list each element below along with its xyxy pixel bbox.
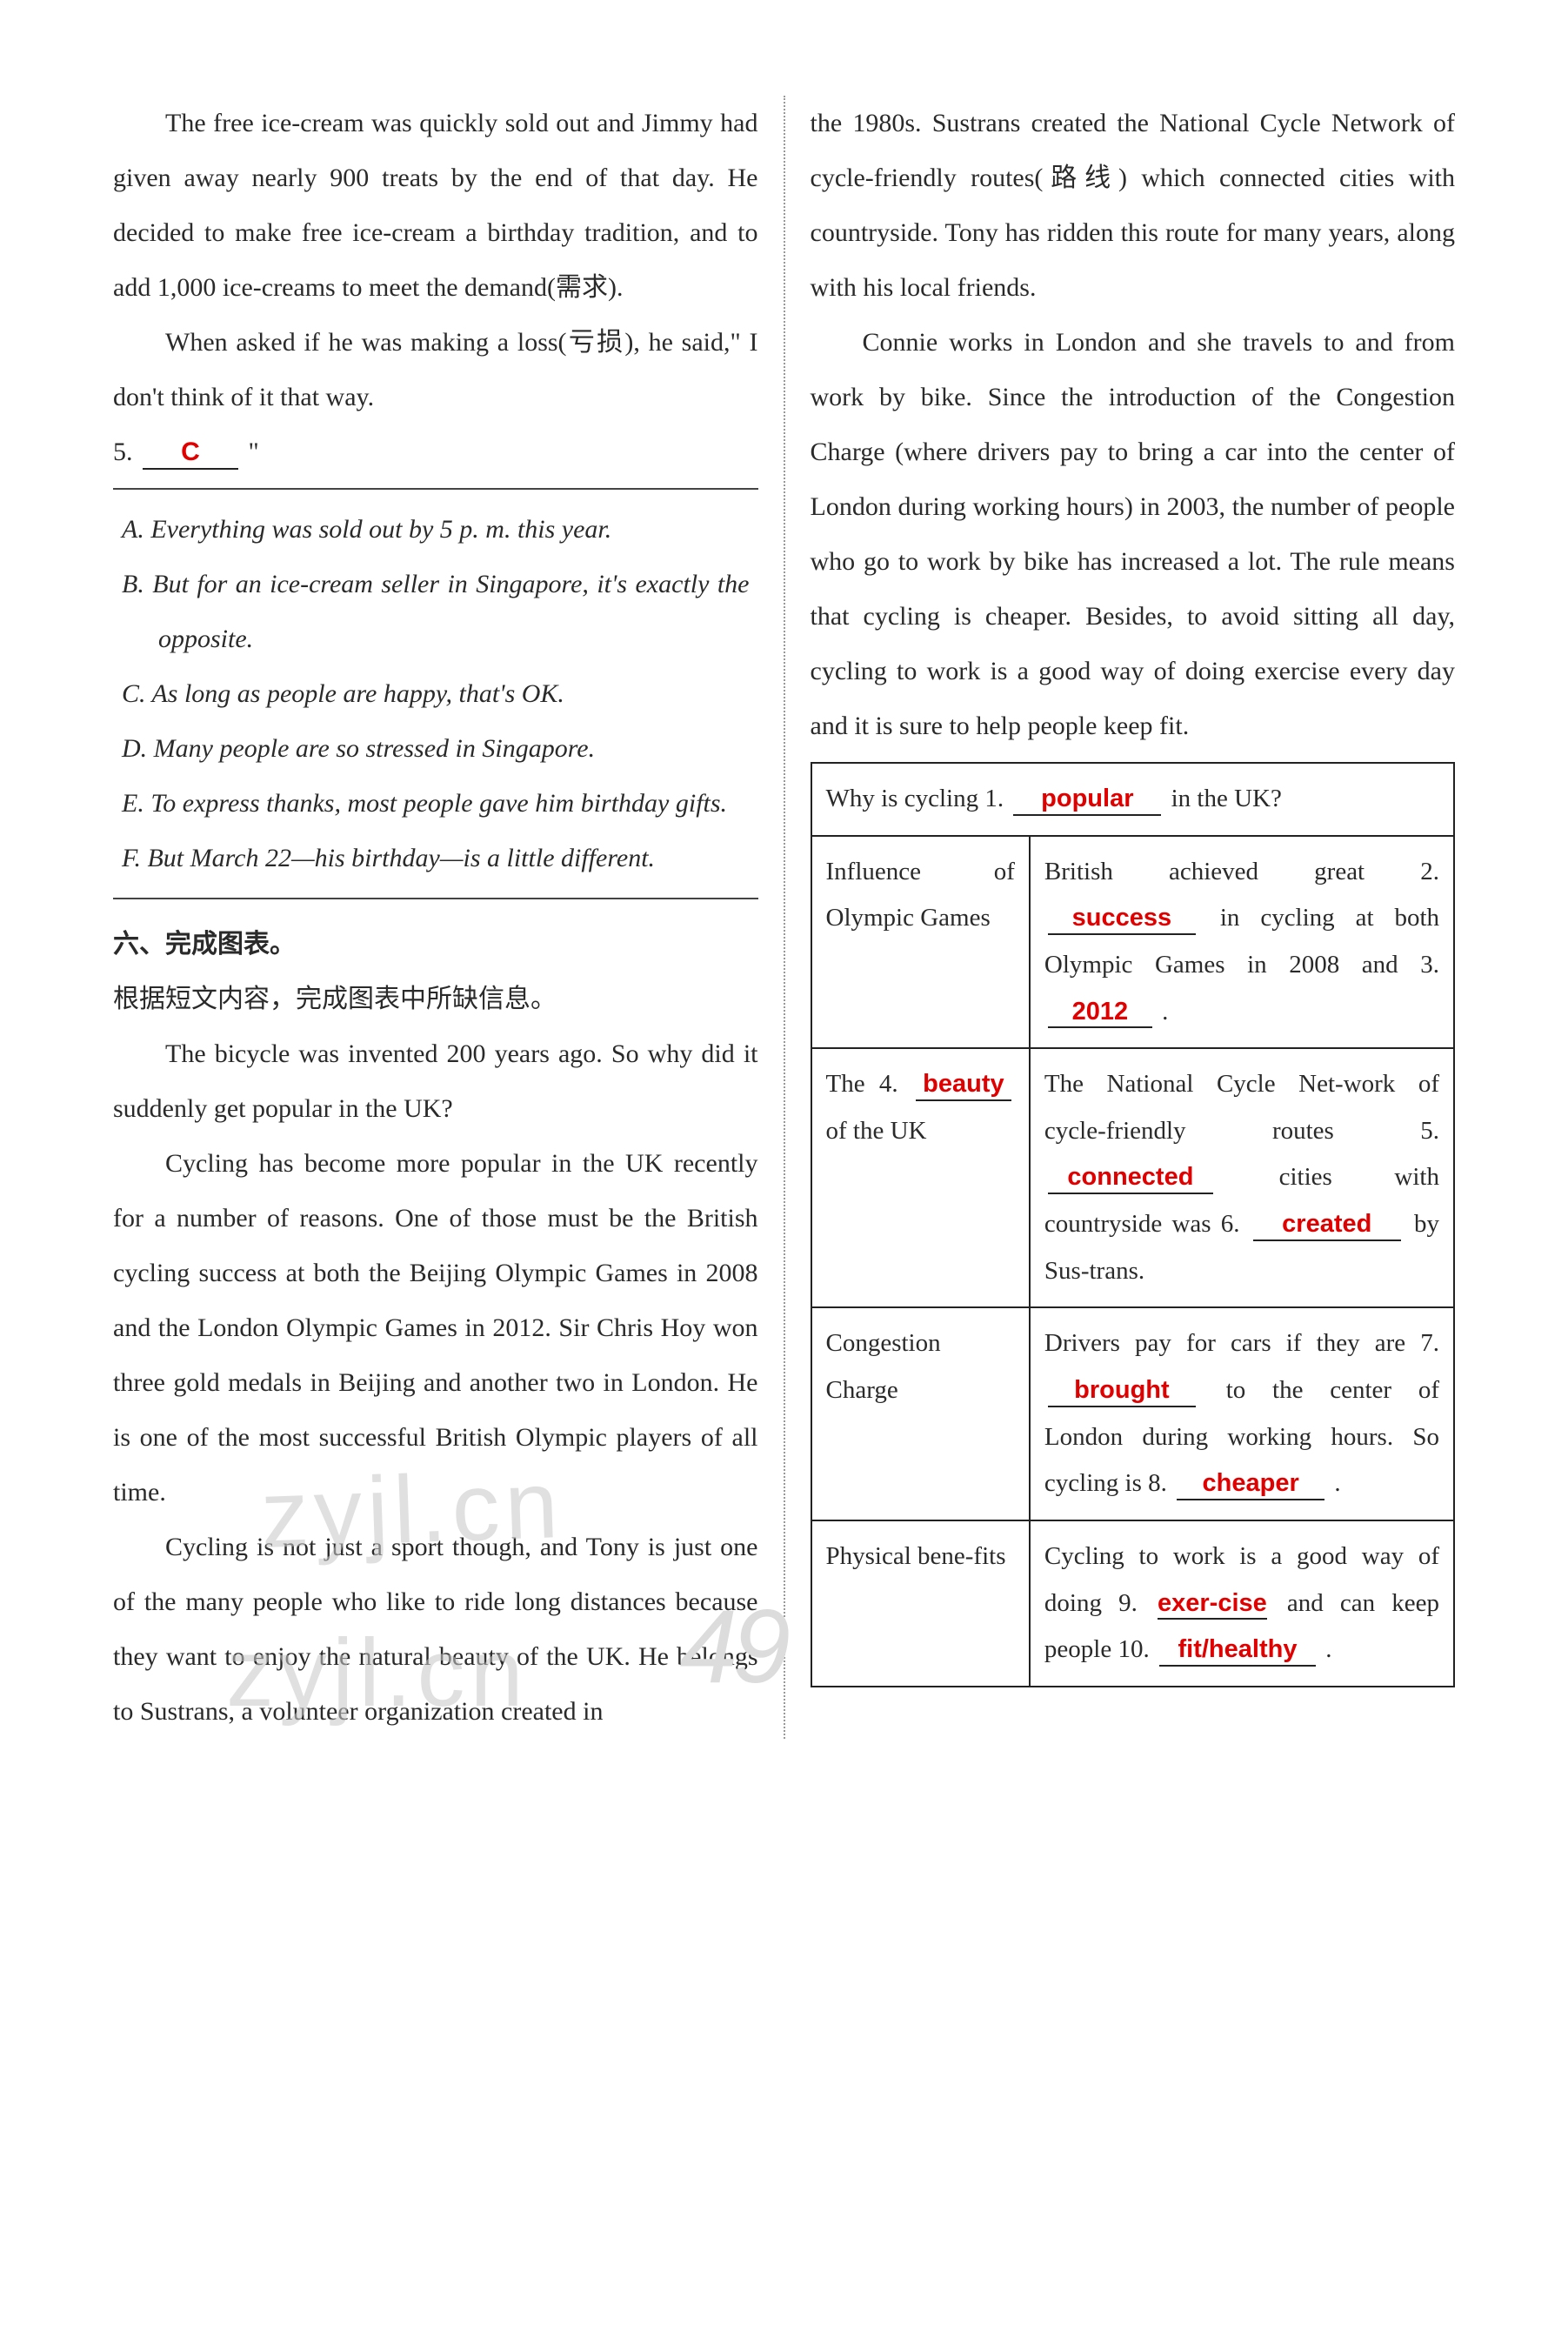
option-b: B. But for an ice-cream seller in Singap… <box>158 557 750 666</box>
section-6-title: 六、完成图表。 <box>113 917 758 972</box>
ans7: brought <box>1074 1376 1170 1404</box>
r2la: The 4. <box>826 1070 898 1098</box>
ans7-blank: brought <box>1048 1375 1196 1407</box>
ans2: success <box>1072 904 1172 932</box>
q5-tail: " <box>249 438 259 466</box>
left-paragraph-3: The bicycle was invented 200 years ago. … <box>113 1026 758 1136</box>
question-5-line: 5. C " <box>113 424 758 479</box>
ans6-blank: created <box>1253 1209 1401 1241</box>
left-paragraph-4: Cycling has become more popular in the U… <box>113 1136 758 1520</box>
table-row: The 4. beauty of the UK The National Cyc… <box>811 1048 1455 1307</box>
q5-answer-blank: C <box>143 437 238 470</box>
r3-left: Congestion Charge <box>811 1307 1030 1520</box>
hdr-b: in the UK? <box>1171 785 1282 812</box>
r1a: British achieved great 2. <box>1044 858 1439 885</box>
r2-left: The 4. beauty of the UK <box>811 1048 1030 1307</box>
table-row: Influence of Olympic Games British achie… <box>811 836 1455 1049</box>
table-header-cell: Why is cycling 1. popular in the UK? <box>811 763 1455 836</box>
ans10-blank: fit/healthy <box>1159 1634 1316 1667</box>
ans1-blank: popular <box>1013 784 1161 816</box>
ans3-blank: 2012 <box>1048 997 1152 1029</box>
option-c: C. As long as people are happy, that's O… <box>158 666 750 721</box>
section-6-sub: 根据短文内容，完成图表中所缺信息。 <box>113 972 758 1026</box>
ans9-blank: exer-cise <box>1158 1588 1267 1620</box>
page-number-watermark: 49 <box>680 1537 785 1756</box>
left-paragraph-1: The free ice-cream was quickly sold out … <box>113 96 758 315</box>
ans2-blank: success <box>1048 903 1196 935</box>
r3-right: Drivers pay for cars if they are 7. brou… <box>1030 1307 1454 1520</box>
ans4-blank: beauty <box>916 1069 1011 1101</box>
r4-right: Cycling to work is a good way of doing 9… <box>1030 1520 1454 1687</box>
ans5-blank: connected <box>1048 1162 1213 1194</box>
q5-number: 5. <box>113 438 133 466</box>
option-d: D. Many people are so stressed in Singap… <box>158 721 750 776</box>
ans5: connected <box>1067 1163 1193 1191</box>
r2-right: The National Cycle Net-work of cycle-fri… <box>1030 1048 1454 1307</box>
ans1: popular <box>1041 785 1133 812</box>
right-paragraph-1: the 1980s. Sustrans created the National… <box>811 96 1456 315</box>
r4-left: Physical bene-fits <box>811 1520 1030 1687</box>
ans4: beauty <box>923 1070 1004 1098</box>
left-paragraph-2: When asked if he was making a loss(亏损), … <box>113 315 758 424</box>
option-e: E. To express thanks, most people gave h… <box>158 776 750 831</box>
table-header-row: Why is cycling 1. popular in the UK? <box>811 763 1455 836</box>
r2lb: of the UK <box>826 1117 927 1145</box>
ans3: 2012 <box>1072 998 1129 1026</box>
ans6: created <box>1282 1210 1371 1238</box>
hdr-a: Why is cycling 1. <box>826 785 1011 812</box>
r1-left: Influence of Olympic Games <box>811 836 1030 1049</box>
ans8-blank: cheaper <box>1177 1468 1324 1500</box>
left-paragraph-5: Cycling is not just a sport though, and … <box>113 1520 758 1739</box>
r1c: . <box>1162 998 1168 1026</box>
fill-table: Why is cycling 1. popular in the UK? Inf… <box>811 762 1456 1687</box>
r4c: . <box>1325 1635 1331 1663</box>
right-paragraph-2: Connie works in London and she travels t… <box>811 315 1456 753</box>
option-a: A. Everything was sold out by 5 p. m. th… <box>158 502 750 557</box>
table-row: Physical bene-fits Cycling to work is a … <box>811 1520 1455 1687</box>
p2-text: When asked if he was making a loss(亏损), … <box>113 328 758 411</box>
ans10: fit/healthy <box>1178 1635 1298 1663</box>
r3c: . <box>1334 1469 1340 1497</box>
option-f: F. But March 22—his birthday—is a little… <box>158 831 750 885</box>
ans9: exer-cise <box>1158 1589 1267 1617</box>
r2a: The National Cycle Net-work of cycle-fri… <box>1044 1070 1439 1145</box>
r3a: Drivers pay for cars if they are 7. <box>1044 1329 1439 1357</box>
ans8: cheaper <box>1203 1469 1299 1497</box>
q5-answer: C <box>181 438 200 466</box>
table-row: Congestion Charge Drivers pay for cars i… <box>811 1307 1455 1520</box>
options-box: A. Everything was sold out by 5 p. m. th… <box>113 488 758 899</box>
r1-right: British achieved great 2. success in cyc… <box>1030 836 1454 1049</box>
